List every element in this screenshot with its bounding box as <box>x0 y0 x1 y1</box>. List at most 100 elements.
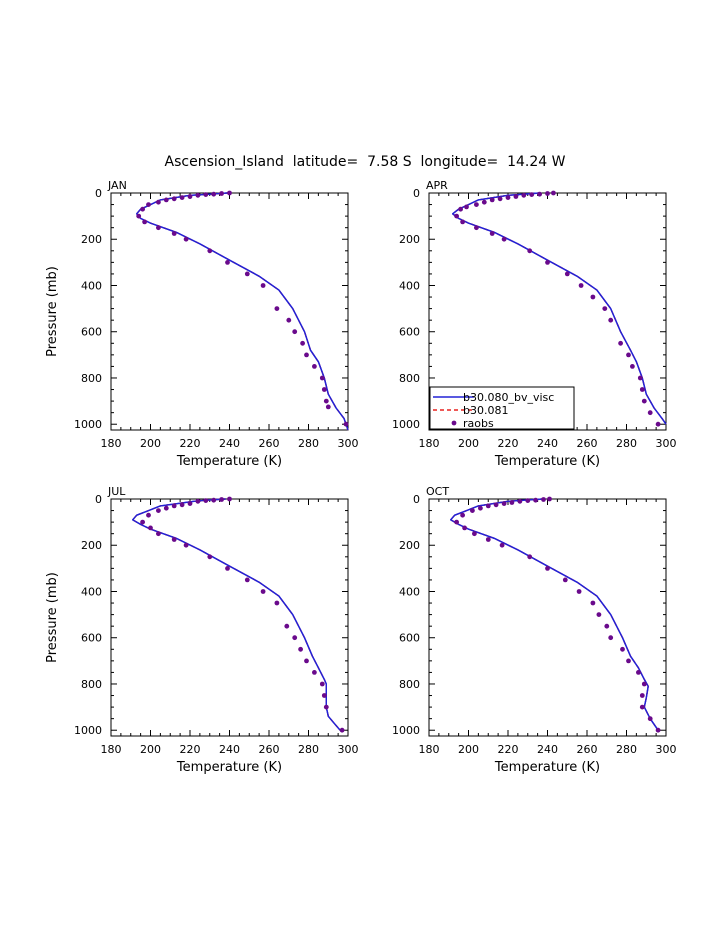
panel-jan: JAN 180 200 220 240 260 280 300 0 200 400 600 800 100… <box>45 179 359 469</box>
raobs-point <box>481 199 487 205</box>
raobs-point <box>505 195 511 201</box>
raobs-point <box>300 340 305 346</box>
raobs-point <box>564 271 570 277</box>
raobs-point <box>284 623 290 629</box>
x-tick-label: 200 <box>458 743 479 756</box>
raobs-point <box>639 704 645 710</box>
raobs-point <box>304 352 309 358</box>
raobs-point <box>509 500 515 505</box>
raobs-point <box>339 727 345 733</box>
raobs-point <box>618 340 623 346</box>
raobs-point <box>513 194 519 199</box>
x-tick-label: 280 <box>298 743 319 756</box>
y-tick-label: 400 <box>81 585 102 598</box>
x-tick-label: 260 <box>577 743 598 756</box>
raobs-point <box>292 329 298 335</box>
raobs-point <box>464 204 469 210</box>
panel-apr: APR 180 200 220 240 260 280 300 0 200 400 600 800 100… <box>392 179 677 469</box>
raobs-point <box>489 231 495 236</box>
raobs-point <box>244 271 250 277</box>
y-tick-label: 400 <box>399 585 420 598</box>
raobs-point <box>460 512 465 518</box>
raobs-point <box>517 498 523 504</box>
x-tick-label: 240 <box>219 743 240 756</box>
raobs-point <box>478 505 483 511</box>
raobs-point <box>472 531 477 537</box>
raobs-point <box>312 364 317 369</box>
y-tick-label: 0 <box>413 493 420 506</box>
raobs-point <box>499 542 505 548</box>
y-tick-label: 800 <box>399 678 420 691</box>
raobs-point <box>286 317 292 323</box>
raobs-point <box>146 202 151 208</box>
x-tick-label: 200 <box>140 743 161 756</box>
raobs-point <box>219 191 225 196</box>
raobs-point <box>608 317 614 323</box>
raobs-point <box>274 600 280 606</box>
raobs-point <box>319 681 325 687</box>
x-tick-label: 180 <box>419 743 440 756</box>
raobs-point <box>460 219 465 225</box>
raobs-point <box>521 192 527 198</box>
raobs-point <box>195 192 201 198</box>
legend-dot <box>451 420 457 426</box>
raobs-point <box>647 716 653 722</box>
raobs-point <box>298 646 303 652</box>
raobs-point <box>260 589 266 594</box>
raobs-point <box>470 508 475 513</box>
y-tick-label: 1000 <box>74 418 102 431</box>
raobs-point <box>207 248 213 254</box>
raobs-point <box>527 554 533 560</box>
raobs-point <box>171 537 177 542</box>
series-line-overlay <box>450 498 659 731</box>
raobs-point <box>292 635 298 641</box>
raobs-point <box>203 498 209 503</box>
raobs-point <box>244 577 250 583</box>
raobs-point <box>489 197 495 203</box>
raobs-point <box>655 727 661 733</box>
x-tick-label: 220 <box>498 437 519 450</box>
raobs-point <box>630 364 635 369</box>
y-tick-label: 600 <box>399 632 420 645</box>
y-tick-label: 1000 <box>74 724 102 737</box>
y-tick-label: 600 <box>81 326 102 339</box>
raobs-point <box>637 375 643 381</box>
raobs-point <box>211 497 217 503</box>
x-tick-label: 220 <box>498 743 519 756</box>
raobs-point <box>304 658 309 664</box>
raobs-point <box>639 693 645 698</box>
raobs-point <box>312 670 317 675</box>
y-tick-label: 200 <box>81 233 102 246</box>
x-tick-label: 280 <box>616 437 637 450</box>
raobs-point <box>608 635 614 641</box>
y-tick-label: 600 <box>399 326 420 339</box>
x-tick-label: 260 <box>259 743 280 756</box>
raobs-point <box>187 501 193 506</box>
raobs-point <box>187 194 193 199</box>
y-tick-label: 800 <box>81 372 102 385</box>
raobs-point <box>641 681 647 687</box>
panel-jul: JUL 180 200 220 240 260 280 300 0 200 400 600 800 100… <box>45 485 359 775</box>
x-tick-label: 200 <box>458 437 479 450</box>
raobs-point <box>319 375 325 381</box>
raobs-point <box>541 497 546 502</box>
raobs-point <box>183 542 189 548</box>
series-line-b30.081 <box>135 192 349 431</box>
raobs-point <box>545 191 550 196</box>
raobs-point <box>325 404 331 410</box>
x-tick-label: 180 <box>101 437 122 450</box>
raobs-point <box>626 658 631 664</box>
raobs-point <box>227 496 232 502</box>
series-line-overlay <box>135 192 349 431</box>
panel-label: JAN <box>107 179 127 192</box>
raobs-point <box>148 525 153 531</box>
raobs-point <box>321 693 327 698</box>
raobs-point <box>655 421 661 427</box>
raobs-point <box>547 496 552 502</box>
y-tick-label: 200 <box>399 539 420 552</box>
x-tick-label: 260 <box>259 437 280 450</box>
raobs-point <box>136 213 142 219</box>
y-tick-label: 800 <box>81 678 102 691</box>
x-tick-label: 300 <box>338 743 359 756</box>
raobs-point <box>462 525 467 531</box>
